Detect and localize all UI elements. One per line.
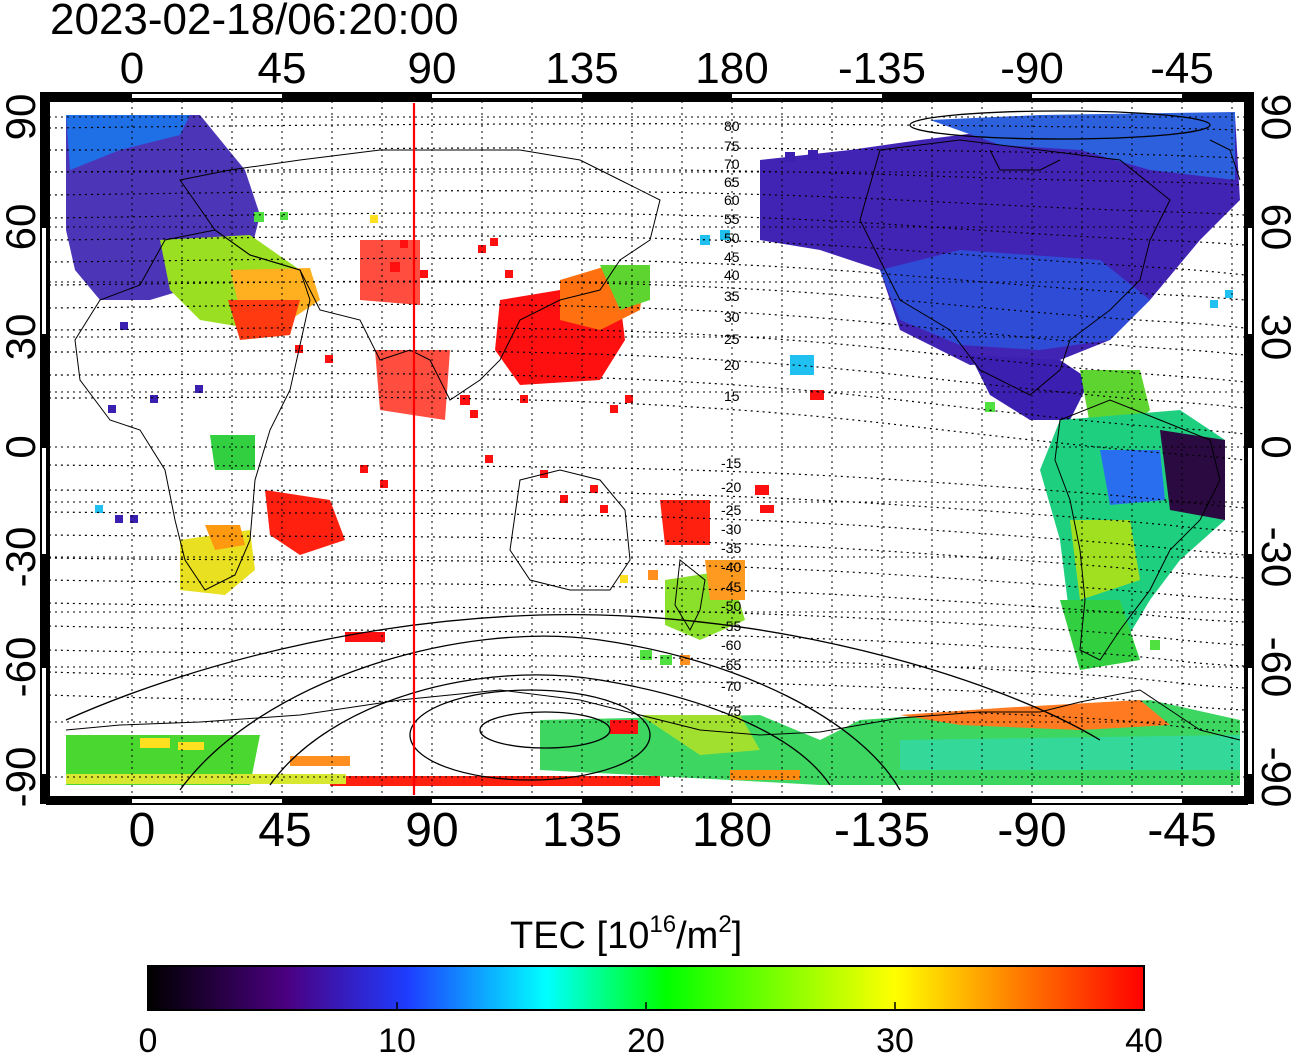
graticule: [49, 101, 1245, 797]
colorbar-ticks: [396, 1002, 896, 1010]
border-bar-segments: [42, 94, 1252, 803]
mag-label: 40: [724, 267, 740, 283]
lon-label: 45: [258, 804, 311, 857]
colorbar-tick-label: 20: [627, 1022, 665, 1057]
mag-label: 55: [724, 211, 740, 227]
coastlines: [65, 139, 1241, 741]
lon-label: 180: [695, 44, 768, 93]
lat-label: 60: [0, 204, 44, 251]
mag-label: 50: [724, 230, 740, 246]
lat-label: 60: [1253, 204, 1294, 251]
lon-label: 90: [405, 804, 458, 857]
polar-contours: [65, 110, 1211, 791]
lon-label: -90: [1000, 44, 1064, 93]
lat-label: -90: [0, 747, 44, 808]
mag-label: -20: [721, 479, 741, 495]
lon-label: 180: [692, 804, 772, 857]
latitude-labels-left: 90 60 30 0 -30 -60 -90: [0, 94, 44, 808]
lat-label: -90: [1253, 747, 1294, 808]
longitude-labels-top: 0 45 90 135 180 -135 -90 -45: [120, 44, 1214, 93]
lon-label: -45: [1147, 804, 1216, 857]
mag-label: 65: [724, 174, 740, 190]
mag-label: -55: [721, 618, 741, 634]
bottom-border-bar: [46, 797, 1248, 805]
lon-label: 0: [120, 44, 144, 93]
colorbar-tick-label: 10: [378, 1022, 416, 1057]
mag-label: -25: [721, 502, 741, 518]
mag-label: -35: [721, 540, 741, 556]
mag-label: 20: [724, 357, 740, 373]
lat-label: 90: [0, 94, 44, 141]
lat-label: 30: [1253, 314, 1294, 361]
mag-label: 30: [724, 309, 740, 325]
mag-label: 15: [724, 388, 740, 404]
lon-label: 135: [542, 804, 622, 857]
latitude-labels-right: 90 60 30 0 -30 -60 -90: [1253, 94, 1294, 808]
longitude-labels-bottom: 0 45 90 135 180 -135 -90 -45: [129, 804, 1217, 857]
lat-label: -60: [0, 637, 44, 698]
mag-label: -15: [721, 455, 741, 471]
mag-label: -65: [721, 657, 741, 673]
lat-label: 0: [1253, 435, 1294, 458]
lat-label: 0: [0, 435, 44, 458]
mag-label: 25: [724, 331, 740, 347]
lon-label: 90: [408, 44, 457, 93]
colorbar-title: TEC [1016/m2]: [510, 911, 742, 957]
lat-label: -30: [0, 527, 44, 588]
lat-label: -30: [1253, 527, 1294, 588]
mag-label: 60: [724, 192, 740, 208]
lat-label: 90: [1253, 94, 1294, 141]
top-border-bar: [46, 92, 1248, 100]
magnetic-labels-north: 80 75 70 65 60 55 50 45 40 35 30 25 20 1…: [724, 118, 740, 404]
lon-label: 135: [545, 44, 618, 93]
magnetic-latitude-contours: [49, 123, 1245, 733]
colorbar-tick-labels: 0 10 20 30 40: [139, 1022, 1163, 1057]
mag-label: 45: [724, 249, 740, 265]
lon-label: -90: [997, 804, 1066, 857]
lon-label: -135: [838, 44, 926, 93]
mag-label: -70: [721, 678, 741, 694]
tec-data-overlay: [66, 112, 1240, 786]
mag-label: -50: [721, 598, 741, 614]
mag-label: 70: [724, 156, 740, 172]
mag-label: 35: [724, 288, 740, 304]
mag-label: -60: [721, 637, 741, 653]
mag-label: -75: [721, 703, 741, 719]
lon-label: -45: [1150, 44, 1214, 93]
lat-label: 30: [0, 314, 44, 361]
colorbar-tick-label: 30: [876, 1022, 914, 1057]
mag-label: 75: [724, 138, 740, 154]
colorbar-tick-label: 40: [1125, 1022, 1163, 1057]
lat-label: -60: [1253, 637, 1294, 698]
lon-label: -135: [834, 804, 930, 857]
magnetic-labels-south: -15 -20 -25 -30 -35 -40 -45 -50 -55 -60 …: [721, 455, 741, 719]
lon-label: 45: [258, 44, 307, 93]
timestamp: 2023-02-18/06:20:00: [50, 0, 459, 44]
mag-label: -45: [721, 579, 741, 595]
colorbar-tick-label: 0: [139, 1022, 158, 1057]
mag-label: 80: [724, 118, 740, 134]
lon-label: 0: [129, 804, 156, 857]
mag-label: -40: [721, 559, 741, 575]
mag-label: -30: [721, 521, 741, 537]
